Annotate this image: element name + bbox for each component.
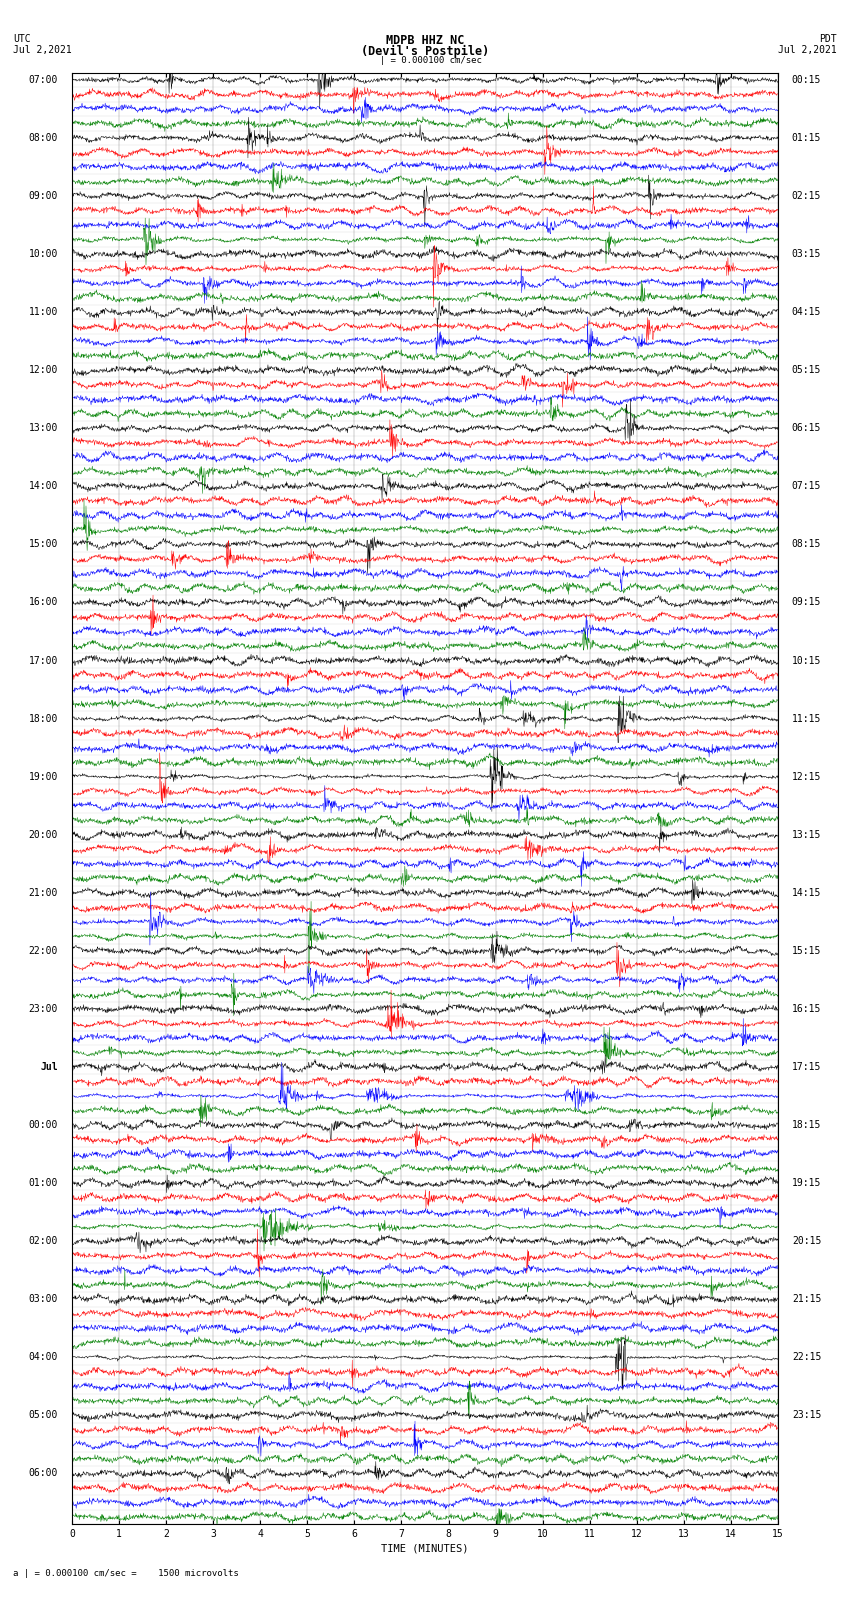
Text: PDT: PDT <box>819 34 837 44</box>
Text: 05:00: 05:00 <box>29 1410 58 1421</box>
Text: 18:00: 18:00 <box>29 713 58 724</box>
Text: | = 0.000100 cm/sec: | = 0.000100 cm/sec <box>369 56 481 66</box>
Text: 15:15: 15:15 <box>792 945 821 957</box>
Text: 04:00: 04:00 <box>29 1352 58 1363</box>
Text: 23:15: 23:15 <box>792 1410 821 1421</box>
Text: 11:15: 11:15 <box>792 713 821 724</box>
Text: 09:15: 09:15 <box>792 597 821 608</box>
Text: 14:15: 14:15 <box>792 887 821 898</box>
Text: 06:15: 06:15 <box>792 423 821 434</box>
Text: 15:00: 15:00 <box>29 539 58 550</box>
Text: 13:15: 13:15 <box>792 829 821 840</box>
Text: 08:00: 08:00 <box>29 132 58 144</box>
Text: 20:15: 20:15 <box>792 1236 821 1247</box>
Text: 04:15: 04:15 <box>792 306 821 318</box>
Text: 02:15: 02:15 <box>792 190 821 202</box>
Text: 01:15: 01:15 <box>792 132 821 144</box>
Text: Jul 2,2021: Jul 2,2021 <box>779 45 837 55</box>
Text: 10:00: 10:00 <box>29 248 58 260</box>
Text: 14:00: 14:00 <box>29 481 58 492</box>
Text: Jul 2,2021: Jul 2,2021 <box>13 45 71 55</box>
Text: 12:15: 12:15 <box>792 771 821 782</box>
Text: 09:00: 09:00 <box>29 190 58 202</box>
Text: 16:00: 16:00 <box>29 597 58 608</box>
X-axis label: TIME (MINUTES): TIME (MINUTES) <box>382 1544 468 1553</box>
Text: a | = 0.000100 cm/sec =    1500 microvolts: a | = 0.000100 cm/sec = 1500 microvolts <box>13 1568 239 1578</box>
Text: 13:00: 13:00 <box>29 423 58 434</box>
Text: 22:00: 22:00 <box>29 945 58 957</box>
Text: 03:15: 03:15 <box>792 248 821 260</box>
Text: 19:15: 19:15 <box>792 1177 821 1189</box>
Text: 17:00: 17:00 <box>29 655 58 666</box>
Text: (Devil's Postpile): (Devil's Postpile) <box>361 45 489 58</box>
Text: MDPB HHZ NC: MDPB HHZ NC <box>386 34 464 47</box>
Text: UTC: UTC <box>13 34 31 44</box>
Text: 00:00: 00:00 <box>29 1119 58 1131</box>
Text: 20:00: 20:00 <box>29 829 58 840</box>
Text: 10:15: 10:15 <box>792 655 821 666</box>
Text: 21:15: 21:15 <box>792 1294 821 1305</box>
Text: 18:15: 18:15 <box>792 1119 821 1131</box>
Text: 06:00: 06:00 <box>29 1468 58 1479</box>
Text: 05:15: 05:15 <box>792 365 821 376</box>
Text: 07:00: 07:00 <box>29 74 58 85</box>
Text: 21:00: 21:00 <box>29 887 58 898</box>
Text: 17:15: 17:15 <box>792 1061 821 1073</box>
Text: Jul: Jul <box>41 1061 58 1073</box>
Text: 16:15: 16:15 <box>792 1003 821 1015</box>
Text: 23:00: 23:00 <box>29 1003 58 1015</box>
Text: 19:00: 19:00 <box>29 771 58 782</box>
Text: 07:15: 07:15 <box>792 481 821 492</box>
Text: 22:15: 22:15 <box>792 1352 821 1363</box>
Text: 00:15: 00:15 <box>792 74 821 85</box>
Text: 02:00: 02:00 <box>29 1236 58 1247</box>
Text: 08:15: 08:15 <box>792 539 821 550</box>
Text: 12:00: 12:00 <box>29 365 58 376</box>
Text: 01:00: 01:00 <box>29 1177 58 1189</box>
Text: 11:00: 11:00 <box>29 306 58 318</box>
Text: 03:00: 03:00 <box>29 1294 58 1305</box>
